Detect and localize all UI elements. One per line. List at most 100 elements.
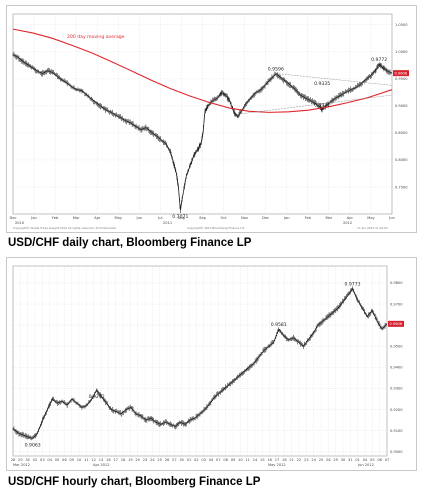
- x-group-label: Apr 2012: [93, 463, 110, 467]
- x-tick-label: 10: [238, 458, 243, 462]
- x-tick-label: 07: [385, 458, 390, 462]
- current-price-label: 0.9606: [395, 72, 408, 76]
- x-tick-label: Dec: [10, 216, 17, 220]
- x-tick-label: 08: [223, 458, 228, 462]
- price-annotation: 0.9292: [89, 394, 105, 400]
- x-tick-label: Feb: [305, 216, 312, 220]
- hourly-chart: 28 29 30 02 03 04 05 06 09 10 11 12 13 16 17 18 19 20 23 24…: [11, 265, 404, 467]
- price-annotation: 0.9596: [268, 67, 284, 73]
- x-tick-label: 30: [179, 458, 184, 462]
- x-tick-label: 24: [311, 458, 316, 462]
- y-tick-label: 0.9800: [390, 281, 403, 285]
- trendline: [239, 94, 393, 115]
- x-group-label: Jun 2012: [357, 463, 374, 467]
- y-tick-label: 0.9200: [390, 408, 403, 412]
- x-tick-label: 01: [187, 458, 192, 462]
- x-tick-label: 24: [150, 458, 155, 462]
- x-tick-label: 07: [216, 458, 221, 462]
- price-annotation: 0.9773: [345, 282, 361, 288]
- price-series: [12, 51, 392, 213]
- x-tick-label: 04: [363, 458, 368, 462]
- x-tick-label: May: [115, 216, 123, 220]
- price-annotation: 0.9772: [371, 57, 387, 63]
- x-year-label: 2011: [163, 221, 172, 225]
- x-tick-label: 22: [297, 458, 302, 462]
- y-tick-label: 0.9000: [395, 104, 408, 108]
- x-tick-label: 06: [62, 458, 67, 462]
- x-group-label: May 2012: [268, 463, 286, 467]
- x-tick-label: 29: [333, 458, 338, 462]
- price-line: [12, 54, 393, 211]
- price-annotation: 0.9581: [271, 322, 287, 328]
- x-tick-label: Mar: [325, 216, 332, 220]
- x-tick-label: Jul: [157, 216, 162, 220]
- x-tick-label: Jun: [136, 216, 143, 220]
- x-tick-label: 09: [231, 458, 236, 462]
- footer-right: 17-Jun-2012 11:22:03: [357, 226, 388, 230]
- current-price-label: 0.9606: [390, 322, 403, 326]
- x-tick-label: 18: [282, 458, 287, 462]
- x-tick-label: 28: [326, 458, 331, 462]
- x-tick-label: 03: [201, 458, 206, 462]
- y-tick-label: 0.9500: [395, 77, 408, 81]
- y-tick-label: 1.0500: [395, 23, 408, 27]
- y-tick-label: 0.8000: [395, 158, 408, 162]
- price-series: [12, 286, 387, 441]
- y-tick-label: 0.7500: [395, 185, 408, 189]
- hourly-chart-caption: USD/CHF hourly chart, Bloomberg Finance …: [8, 476, 261, 488]
- daily-chart-caption: USD/CHF daily chart, Bloomberg Finance L…: [8, 237, 252, 249]
- y-tick-label: 0.9300: [390, 387, 403, 391]
- y-tick-label: 0.9500: [390, 345, 403, 349]
- x-tick-label: 12: [91, 458, 96, 462]
- x-tick-label: 13: [99, 458, 104, 462]
- x-tick-label: 04: [47, 458, 52, 462]
- x-tick-label: 29: [18, 458, 23, 462]
- x-tick-label: 30: [341, 458, 346, 462]
- y-tick-label: 0.9100: [390, 429, 403, 433]
- x-tick-label: 01: [355, 458, 360, 462]
- x-tick-label: 17: [113, 458, 118, 462]
- x-tick-label: 11: [245, 458, 250, 462]
- x-tick-label: 03: [40, 458, 45, 462]
- plot-frame: [12, 13, 393, 215]
- x-tick-label: 26: [165, 458, 170, 462]
- x-tick-label: 28: [11, 458, 16, 462]
- x-tick-label: 31: [348, 458, 353, 462]
- x-tick-label: Jan: [30, 216, 37, 220]
- x-tick-label: Jun: [388, 216, 395, 220]
- plot-frame: [12, 265, 388, 457]
- price-annotation: 0.8931: [314, 103, 330, 109]
- x-tick-label: May: [367, 216, 375, 220]
- footer-mid: Copyright© 2012 Bloomberg Finance L.P.: [187, 226, 245, 230]
- x-tick-label: 16: [267, 458, 272, 462]
- x-tick-label: 11: [84, 458, 89, 462]
- y-tick-label: 0.9000: [390, 450, 403, 454]
- x-tick-label: 10: [77, 458, 82, 462]
- x-tick-label: Jan: [283, 216, 290, 220]
- x-tick-label: 15: [260, 458, 265, 462]
- x-tick-label: 02: [194, 458, 199, 462]
- x-tick-label: Dec: [262, 216, 269, 220]
- x-tick-label: 27: [172, 458, 177, 462]
- moving-average-line: [12, 28, 393, 113]
- x-tick-label: 17: [275, 458, 280, 462]
- price-annotation: 0.9335: [314, 81, 330, 87]
- x-tick-label: 05: [370, 458, 375, 462]
- current-price-tag: [393, 70, 409, 77]
- x-tick-label: 04: [209, 458, 214, 462]
- x-tick-label: 25: [319, 458, 324, 462]
- daily-chart: Dec Jan Feb Mar Apr May Jun Jul Aug Sep Oct Nov Dec J…: [10, 13, 409, 230]
- x-tick-label: 18: [121, 458, 126, 462]
- x-tick-label: Oct: [220, 216, 227, 220]
- x-tick-label: Nov: [241, 216, 249, 220]
- x-tick-label: Apr: [347, 216, 354, 220]
- x-tick-label: 02: [33, 458, 38, 462]
- current-price-tag: [388, 320, 404, 327]
- price-annotation: 0.7071: [172, 214, 188, 220]
- x-tick-label: 14: [253, 458, 258, 462]
- x-tick-label: 19: [128, 458, 133, 462]
- x-year-label: 2012: [343, 221, 352, 225]
- y-tick-label: 0.9700: [390, 302, 403, 306]
- daily-chart-panel: Dec Jan Feb Mar Apr May Jun Jul Aug Sep Oct Nov Dec J…: [6, 5, 417, 233]
- x-tick-label: 09: [69, 458, 74, 462]
